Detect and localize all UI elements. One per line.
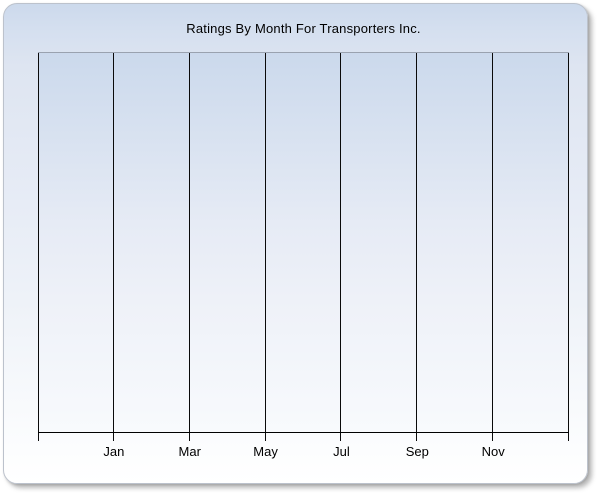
vertical-gridline	[264, 53, 266, 432]
vertical-gridline	[188, 53, 190, 432]
x-axis-label: Jan	[103, 444, 125, 459]
vertical-gridline	[492, 53, 494, 432]
x-axis-tick	[264, 433, 266, 441]
vertical-gridline	[568, 53, 569, 432]
x-axis-tick	[492, 433, 494, 441]
x-axis-tick	[188, 433, 190, 441]
vertical-gridline	[38, 53, 39, 432]
x-axis-label: Nov	[481, 444, 505, 459]
vertical-gridline	[112, 53, 114, 432]
vertical-gridline	[340, 53, 342, 432]
chart-title: Ratings By Month For Transporters Inc.	[186, 21, 421, 36]
x-axis-tick	[416, 433, 418, 441]
x-axis-tick	[568, 433, 569, 441]
x-axis-label: Sep	[405, 444, 429, 459]
plot-area: Jan Mar May Jul Sep Nov	[38, 52, 569, 459]
x-axis-tick	[112, 433, 114, 441]
x-axis-label: Jul	[333, 444, 350, 459]
vertical-gridline	[416, 53, 418, 432]
x-axis-label: May	[253, 444, 278, 459]
x-axis-tick	[340, 433, 342, 441]
x-axis-tick	[38, 433, 39, 441]
chart-panel: Ratings By Month For Transporters Inc. J…	[3, 3, 588, 484]
x-axis-label: Mar	[178, 444, 201, 459]
